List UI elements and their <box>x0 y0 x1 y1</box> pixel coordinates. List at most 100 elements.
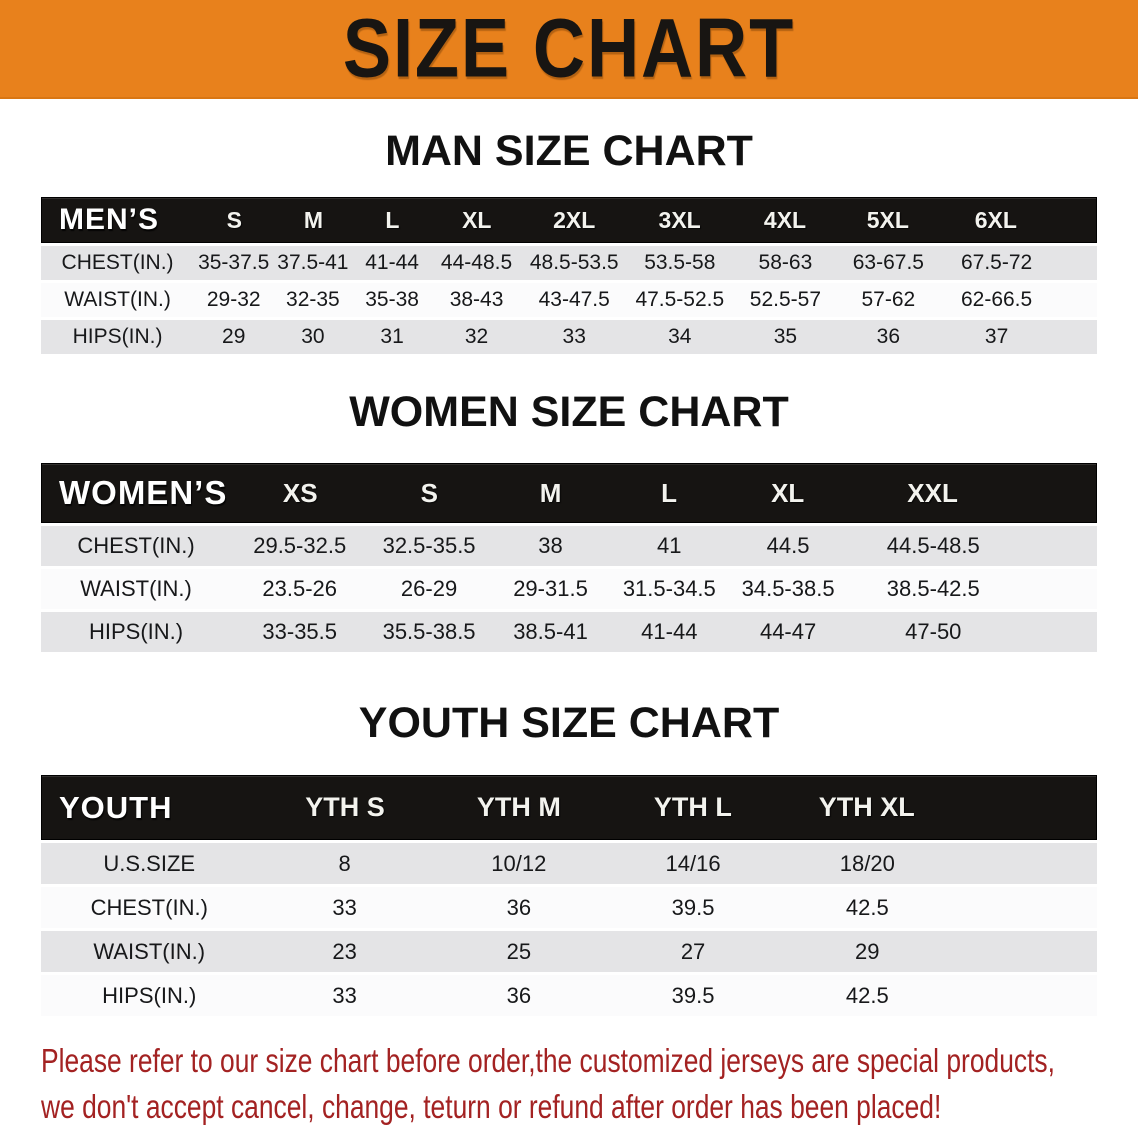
size-column-header: 6XL <box>974 206 1017 233</box>
size-value: 14/16 <box>665 850 721 876</box>
size-value: 38.5-42.5 <box>886 576 980 601</box>
size-value: 36 <box>876 325 901 348</box>
size-value: 41-44 <box>365 251 419 274</box>
notice-line-2: we don't accept cancel, change, teturn o… <box>41 1088 942 1125</box>
row-spacer-cell <box>1055 246 1097 280</box>
header-spacer-cell <box>1017 464 1096 522</box>
size-column-header: 4XL <box>763 206 807 233</box>
row-spacer-cell <box>1018 569 1097 609</box>
size-value: 38 <box>538 533 563 558</box>
size-value: 37.5-41 <box>277 251 349 274</box>
size-column-header: XXL <box>907 477 958 508</box>
size-value: 44.5-48.5 <box>886 533 980 558</box>
size-column-header: YTH XL <box>818 792 915 822</box>
size-value: 35.5-38.5 <box>382 619 476 644</box>
size-column-header: M <box>303 206 323 233</box>
size-value: 35 <box>773 325 798 348</box>
table-header-row: WOMEN’S XS S M L XL XXL <box>41 463 1097 523</box>
size-value: 41-44 <box>641 619 698 644</box>
row-label: HIPS(IN.) <box>72 325 163 348</box>
size-value: 29.5-32.5 <box>253 533 347 558</box>
table-row: CHEST(IN.) 35-37.5 37.5-41 41-44 44-48.5 48.5… <box>41 246 1097 280</box>
size-value: 39.5 <box>671 894 715 920</box>
size-value: 32.5-35.5 <box>382 533 476 558</box>
size-column-header: YTH M <box>476 792 561 822</box>
size-value: 38.5-41 <box>513 619 588 644</box>
size-value: 39.5 <box>671 982 715 1008</box>
size-value: 34.5-38.5 <box>741 576 835 601</box>
size-column-header: YTH S <box>305 792 385 822</box>
size-value: 35-37.5 <box>198 251 270 274</box>
row-label: CHEST(IN.) <box>77 533 195 558</box>
size-value: 29 <box>855 938 880 964</box>
row-label: HIPS(IN.) <box>102 982 197 1008</box>
size-value: 47.5-52.5 <box>635 288 725 311</box>
size-value: 67.5-72 <box>960 251 1033 274</box>
size-column-header: XL <box>462 206 492 233</box>
size-column-header: L <box>661 477 678 508</box>
size-value: 44-48.5 <box>440 251 513 274</box>
size-value: 44-47 <box>759 619 817 644</box>
row-spacer-cell <box>954 887 1097 928</box>
size-column-header: M <box>539 477 562 508</box>
section-women: WOMEN SIZE CHART WOMEN’S XS S M L XL XXL CHEST(… <box>0 387 1138 652</box>
size-column-header: XL <box>771 477 805 508</box>
header-spacer-cell <box>954 776 1096 839</box>
row-spacer-cell <box>1018 612 1097 652</box>
size-value: 18/20 <box>839 850 895 876</box>
row-spacer-cell <box>954 843 1097 884</box>
size-column-header: S <box>420 477 438 508</box>
size-value: 10/12 <box>491 850 547 876</box>
size-column-header: S <box>226 206 243 233</box>
table-header-label: WOMEN’S <box>59 474 228 511</box>
size-value: 31.5-34.5 <box>622 576 716 601</box>
size-value: 32-35 <box>286 288 340 311</box>
size-value: 58-63 <box>758 251 813 274</box>
size-value: 47-50 <box>905 619 962 644</box>
size-value: 35-38 <box>365 288 419 311</box>
size-value: 36 <box>506 894 532 920</box>
row-label: WAIST(IN.) <box>64 288 171 311</box>
size-column-header: 3XL <box>658 206 701 233</box>
size-value: 62-66.5 <box>960 288 1033 311</box>
youth-size-table: YOUTH YTH S YTH M YTH L YTH XL U.S.SIZE 8 10/12… <box>41 775 1097 1016</box>
header-spacer-cell <box>1054 198 1096 242</box>
size-value: 57-62 <box>861 288 916 311</box>
size-value: 29 <box>222 325 246 348</box>
row-label: WAIST(IN.) <box>93 938 206 964</box>
row-spacer-cell <box>1055 283 1097 317</box>
size-value: 26-29 <box>400 576 458 601</box>
row-label: U.S.SIZE <box>103 850 196 876</box>
size-value: 63-67.5 <box>852 251 924 274</box>
banner: SIZE CHART <box>0 0 1138 99</box>
size-value: 32 <box>464 325 489 348</box>
row-spacer-cell <box>1055 320 1097 354</box>
women-section-heading: WOMEN SIZE CHART <box>349 388 789 436</box>
men-section-heading: MAN SIZE CHART <box>385 127 753 175</box>
table-row: CHEST(IN.) 33 36 39.5 42.5 <box>41 887 1097 928</box>
table-header-row: YOUTH YTH S YTH M YTH L YTH XL <box>41 775 1097 840</box>
size-value: 38-43 <box>449 288 504 311</box>
table-row: CHEST(IN.) 29.5-32.5 32.5-35.5 38 41 44.5 44.5… <box>41 526 1097 566</box>
table-row: U.S.SIZE 8 10/12 14/16 18/20 <box>41 843 1097 884</box>
table-row: HIPS(IN.) 33 36 39.5 42.5 <box>41 975 1097 1016</box>
banner-title: SIZE CHART <box>342 1 796 96</box>
footer-notice: Please refer to our size chart before or… <box>41 1038 1138 1130</box>
size-value: 30 <box>301 325 325 348</box>
row-label: HIPS(IN.) <box>88 619 184 644</box>
size-value: 43-47.5 <box>538 288 610 311</box>
size-value: 52.5-57 <box>749 288 822 311</box>
size-value: 31 <box>380 325 404 348</box>
size-column-header: 5XL <box>866 206 909 233</box>
size-value: 41 <box>657 533 682 558</box>
row-spacer-cell <box>954 975 1097 1016</box>
table-row: HIPS(IN.) 29 30 31 32 33 34 35 36 37 <box>41 320 1097 354</box>
size-value: 42.5 <box>845 982 889 1008</box>
size-value: 8 <box>338 850 351 876</box>
size-value: 33 <box>332 982 357 1008</box>
row-spacer-cell <box>1018 526 1097 566</box>
size-value: 29-32 <box>206 288 261 311</box>
row-label: CHEST(IN.) <box>90 894 208 920</box>
table-row: WAIST(IN.) 23.5-26 26-29 29-31.5 31.5-34.5 34… <box>41 569 1097 609</box>
size-column-header: L <box>385 206 400 233</box>
